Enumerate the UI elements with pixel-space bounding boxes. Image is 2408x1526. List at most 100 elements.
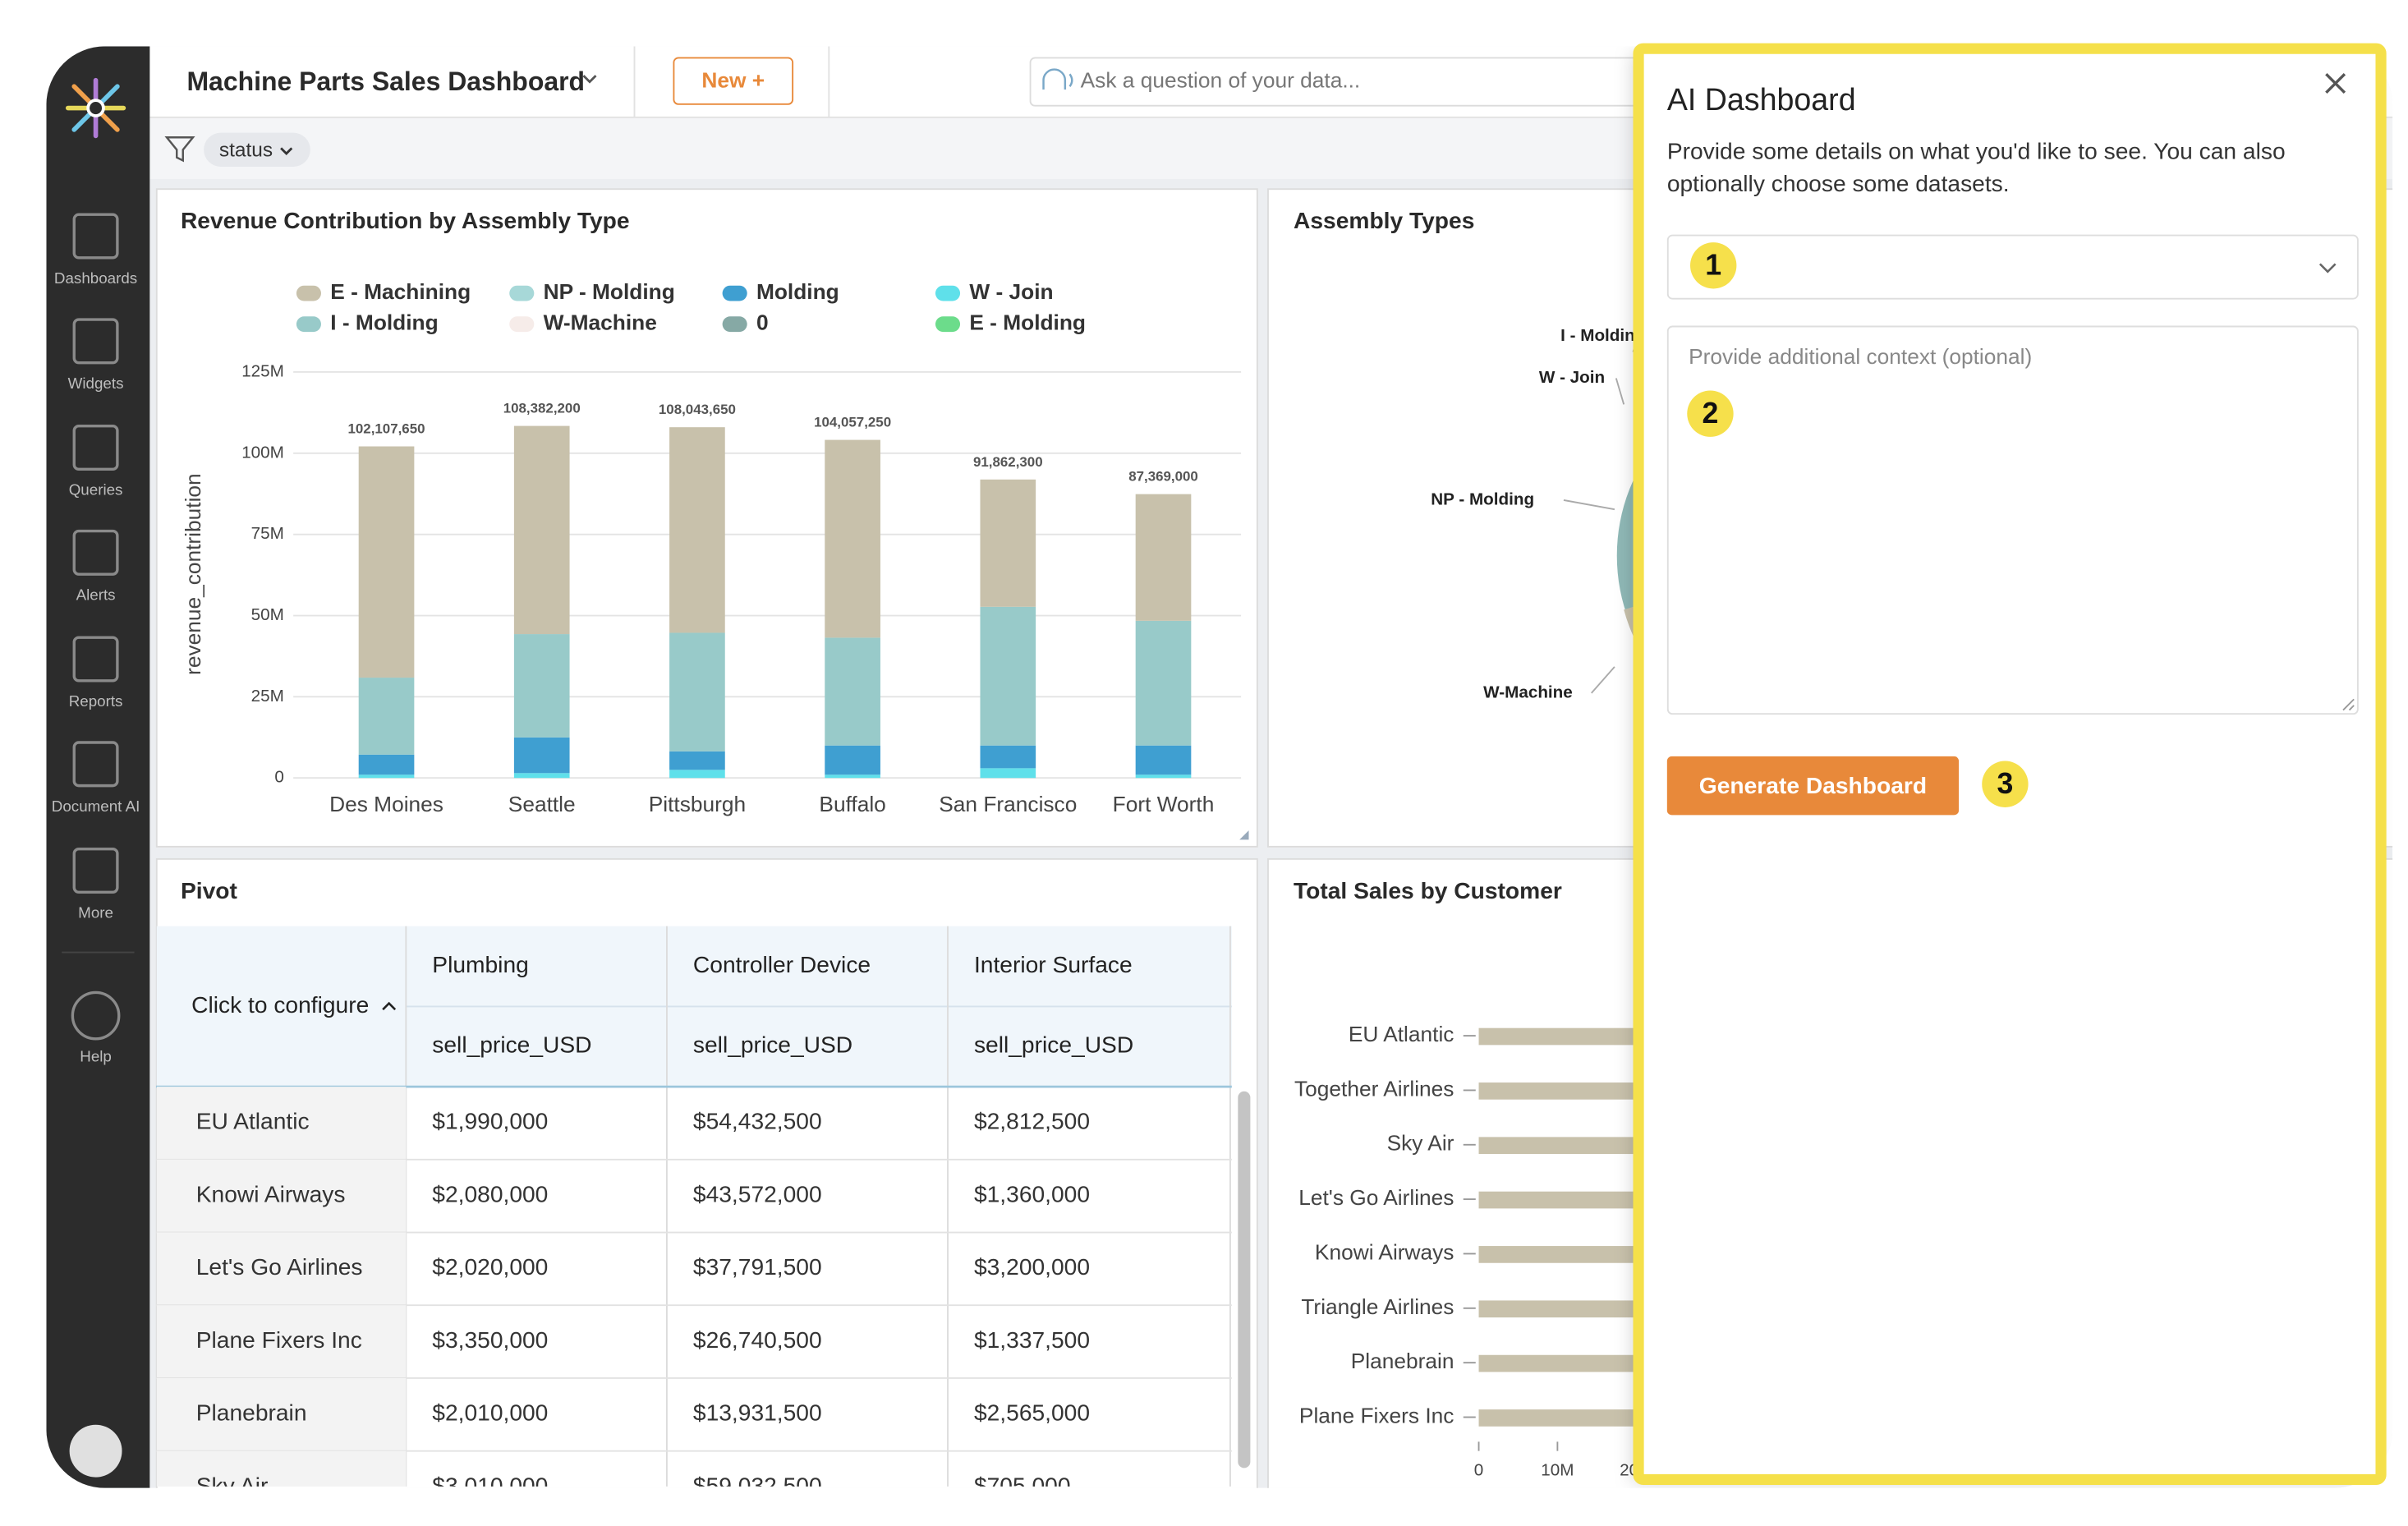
context-textarea[interactable] (1668, 326, 2358, 714)
pie-label: NP - Molding (1431, 490, 1534, 508)
pivot-cell: Plane Fixers Inc (196, 1326, 362, 1353)
bar-segment (1136, 774, 1192, 778)
bar-segment (669, 770, 725, 778)
pivot-measure: sell_price_USD (693, 1032, 852, 1058)
y-tick-label: 0 (274, 768, 284, 787)
ai-panel-description: Provide some details on what you'd like … (1667, 138, 2286, 164)
legend-label[interactable]: E - Molding (969, 310, 1086, 335)
bar-segment (980, 607, 1036, 746)
sidebar-label[interactable]: Reports (69, 692, 123, 710)
legend-label[interactable]: I - Molding (330, 310, 438, 335)
legend-label[interactable]: 0 (756, 310, 769, 335)
bar-segment (669, 752, 725, 770)
y-tick-label: Let's Go Airlines (1298, 1185, 1454, 1210)
legend-swatch (935, 316, 960, 332)
pivot-measure: sell_price_USD (432, 1032, 591, 1058)
legend-label[interactable]: E - Machining (330, 279, 471, 304)
sidebar-label[interactable]: Dashboards (54, 269, 137, 287)
bar-segment (980, 768, 1036, 778)
search-placeholder[interactable]: Ask a question of your data... (1081, 68, 1361, 93)
x-tick-label: 0 (1474, 1461, 1484, 1480)
x-tick-label: Seattle (508, 792, 576, 816)
legend-label[interactable]: NP - Molding (544, 279, 675, 304)
bar-segment (359, 678, 415, 755)
sidebar (46, 46, 149, 1487)
bar-segment (514, 773, 570, 778)
pivot-cell: EU Atlantic (196, 1108, 310, 1134)
y-tick-label: Knowi Airways (1315, 1239, 1454, 1264)
textarea-placeholder[interactable]: Provide additional context (optional) (1689, 344, 2032, 369)
bar-segment (514, 426, 570, 634)
pivot-cell: $13,931,500 (693, 1400, 822, 1426)
legend-label[interactable]: W - Join (969, 279, 1053, 304)
sidebar-label[interactable]: Queries (69, 481, 123, 499)
y-tick-label: 125M (241, 361, 284, 380)
pivot-cell: $37,791,500 (693, 1253, 822, 1280)
y-tick-label: Triangle Airlines (1301, 1294, 1454, 1319)
pivot-cell: $2,020,000 (432, 1253, 548, 1280)
x-tick-label: Des Moines (329, 792, 443, 816)
pivot-cell: $2,812,500 (974, 1108, 1090, 1134)
total-label: 102,107,650 (348, 421, 425, 436)
x-tick-label: 10M (1541, 1461, 1574, 1480)
dataset-dropdown[interactable] (1668, 236, 2358, 299)
sidebar-label[interactable]: Alerts (76, 586, 116, 603)
legend-swatch (935, 286, 960, 301)
bar-segment (980, 480, 1036, 607)
pivot-column: Controller Device (693, 951, 871, 977)
pivot-measure: sell_price_USD (974, 1032, 1133, 1058)
filter-chip-label[interactable]: status (219, 140, 273, 162)
pivot-cell: $54,432,500 (693, 1108, 822, 1134)
y-tick-label: Together Airlines (1294, 1076, 1454, 1101)
pivot-column: Interior Surface (974, 951, 1133, 977)
scrollbar[interactable] (1238, 1092, 1250, 1469)
panel-title: Pivot (181, 877, 238, 903)
total-label: 108,043,650 (659, 402, 736, 417)
x-tick-label: Fort Worth (1113, 792, 1215, 816)
pivot-configure[interactable]: Click to configure (191, 991, 369, 1018)
panel-title: Assembly Types (1294, 207, 1474, 233)
pivot-cell: Knowi Airways (196, 1180, 346, 1207)
legend-swatch (296, 316, 321, 332)
dashboard-title[interactable]: Machine Parts Sales Dashboard (186, 67, 585, 96)
pivot-cell: Let's Go Airlines (196, 1253, 363, 1280)
bar-segment (514, 738, 570, 773)
bar-segment (1136, 621, 1192, 746)
y-tick-label: 100M (241, 443, 284, 462)
pivot-cell: $1,990,000 (432, 1108, 548, 1134)
generate-button-label[interactable]: Generate Dashboard (1699, 772, 1927, 798)
y-axis-title: revenue_contribution (181, 473, 205, 675)
pivot-cell: Planebrain (196, 1400, 307, 1426)
legend-swatch (723, 316, 747, 332)
ai-panel-description: optionally choose some datasets. (1667, 170, 2010, 196)
bar-segment (1136, 746, 1192, 775)
pivot-cell: $26,740,500 (693, 1326, 822, 1353)
y-tick-label: 50M (251, 605, 284, 624)
sidebar-label[interactable]: More (78, 904, 113, 922)
sidebar-label[interactable]: Widgets (68, 375, 124, 392)
bar-segment (980, 746, 1036, 769)
pivot-cell: $1,337,500 (974, 1326, 1090, 1353)
legend-swatch (509, 316, 534, 332)
legend-swatch (509, 286, 534, 301)
bar-segment (359, 755, 415, 775)
pie-label: W - Join (1539, 368, 1605, 387)
y-tick-label: 25M (251, 687, 284, 706)
legend-label[interactable]: W-Machine (544, 310, 657, 335)
pivot-cell: $1,360,000 (974, 1180, 1090, 1207)
step-number: 1 (1705, 249, 1721, 282)
total-label: 91,862,300 (973, 454, 1043, 470)
new-button-label[interactable]: New + (701, 68, 765, 93)
sidebar-label[interactable]: Document AI (52, 797, 140, 815)
step-number: 2 (1703, 397, 1719, 430)
sidebar-label[interactable]: Help (80, 1047, 112, 1064)
y-tick-label: EU Atlantic (1349, 1022, 1454, 1046)
bar-segment (825, 746, 880, 775)
panel-title: Revenue Contribution by Assembly Type (181, 207, 630, 233)
bar-segment (359, 774, 415, 778)
legend-label[interactable]: Molding (756, 279, 839, 304)
step-number: 3 (1997, 767, 2013, 800)
bar-segment (825, 774, 880, 778)
bar-segment (825, 440, 880, 638)
